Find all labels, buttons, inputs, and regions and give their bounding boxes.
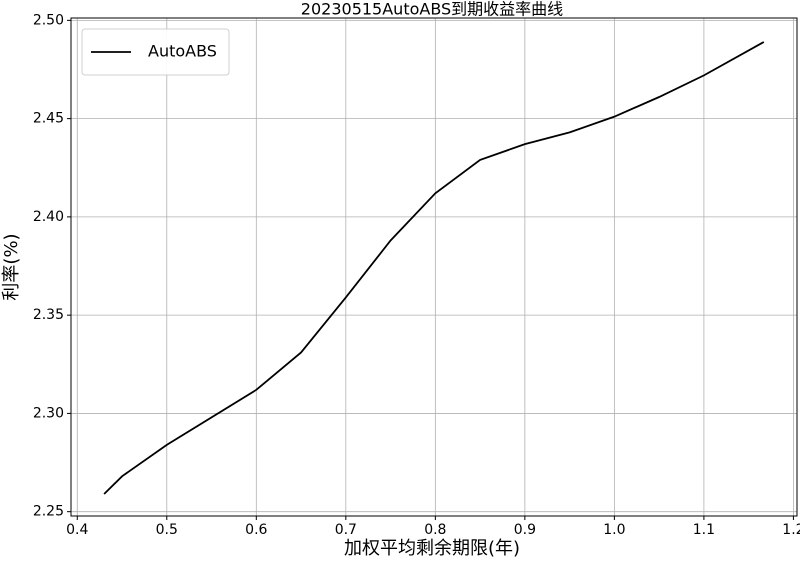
data-line xyxy=(103,41,765,495)
legend-label: AutoABS xyxy=(148,42,217,61)
x-tick-label: 0.8 xyxy=(424,522,446,538)
x-tick-label: 0.7 xyxy=(335,522,357,538)
x-tick-label: 1.2 xyxy=(782,522,800,538)
y-axis-label: 利率(%) xyxy=(1,233,22,300)
x-tick-label: 0.6 xyxy=(245,522,267,538)
x-tick-label: 1.0 xyxy=(603,522,625,538)
y-tick-label: 2.40 xyxy=(33,209,64,225)
x-tick-label: 0.9 xyxy=(514,522,536,538)
plot-frame xyxy=(70,17,798,517)
y-tick-label: 2.25 xyxy=(33,504,64,520)
y-tick-label: 2.30 xyxy=(33,405,64,421)
chart-title: 20230515AutoABS到期收益率曲线 xyxy=(301,0,563,19)
y-tick-label: 2.35 xyxy=(33,307,64,323)
x-tick-label: 1.1 xyxy=(693,522,715,538)
legend-box xyxy=(81,28,230,76)
x-axis-label: 加权平均剩余期限(年) xyxy=(344,538,520,559)
y-tick-label: 2.50 xyxy=(33,12,64,28)
y-tick-label: 2.45 xyxy=(33,111,64,127)
x-tick-label: 0.5 xyxy=(156,522,178,538)
x-tick-label: 0.4 xyxy=(66,522,88,538)
